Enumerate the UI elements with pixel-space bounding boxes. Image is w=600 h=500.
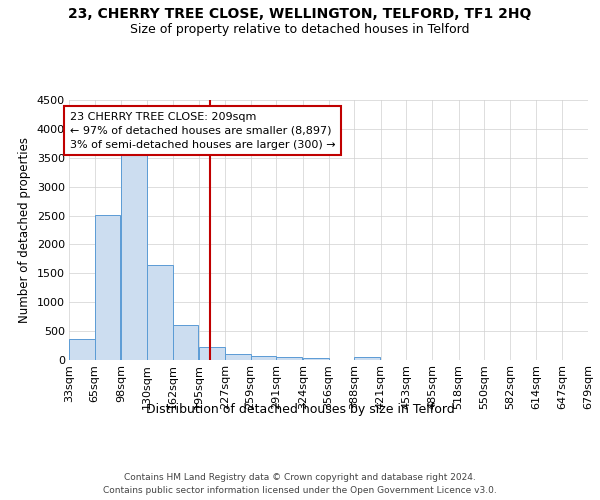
Text: Distribution of detached houses by size in Telford: Distribution of detached houses by size … [146, 402, 454, 415]
Bar [303, 358, 329, 360]
Bar [69, 338, 95, 360]
Bar [147, 265, 173, 360]
Bar [95, 215, 121, 360]
Text: Contains HM Land Registry data © Crown copyright and database right 2024.: Contains HM Land Registry data © Crown c… [124, 472, 476, 482]
Bar [251, 356, 276, 360]
Text: 23, CHERRY TREE CLOSE, WELLINGTON, TELFORD, TF1 2HQ: 23, CHERRY TREE CLOSE, WELLINGTON, TELFO… [68, 8, 532, 22]
Bar [354, 356, 380, 360]
Bar [173, 326, 199, 360]
Bar [121, 145, 147, 360]
Text: Contains public sector information licensed under the Open Government Licence v3: Contains public sector information licen… [103, 486, 497, 495]
Bar [225, 354, 251, 360]
Text: Size of property relative to detached houses in Telford: Size of property relative to detached ho… [130, 22, 470, 36]
Bar [199, 346, 225, 360]
Text: 23 CHERRY TREE CLOSE: 209sqm
← 97% of detached houses are smaller (8,897)
3% of : 23 CHERRY TREE CLOSE: 209sqm ← 97% of de… [70, 112, 335, 150]
Bar [276, 357, 302, 360]
Y-axis label: Number of detached properties: Number of detached properties [18, 137, 31, 323]
